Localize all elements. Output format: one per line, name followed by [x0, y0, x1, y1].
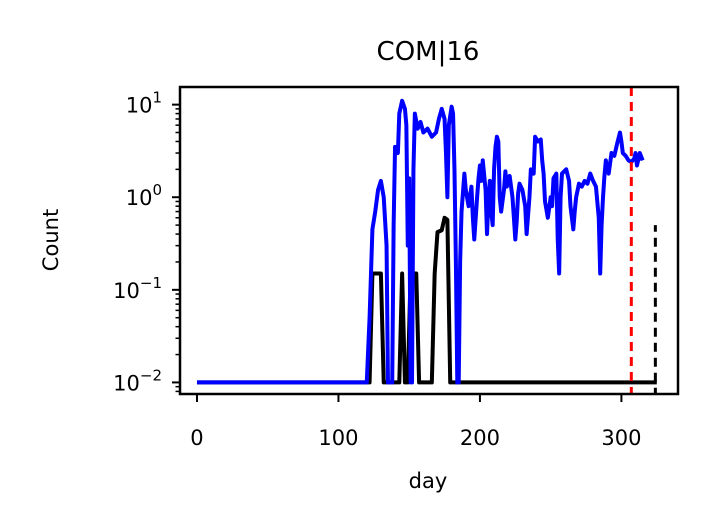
plot-frame: [178, 85, 680, 396]
x-axis-label: day: [409, 469, 448, 493]
y-tick-label: 101: [126, 89, 162, 118]
x-tick-label: 300: [601, 426, 641, 450]
y-tick-label: 100: [126, 181, 162, 210]
y-axis-label: Count: [39, 209, 63, 271]
x-tick-label: 0: [190, 426, 203, 450]
y-tick-label: 10−2: [113, 366, 162, 395]
axes: 0 100 200 300 10−2 10−1 100 101: [113, 89, 641, 450]
series-line-2: [196, 98, 645, 385]
x-tick-label: 100: [318, 426, 358, 450]
plot-area: [196, 87, 657, 394]
chart-title: COM|16: [377, 37, 480, 67]
y-tick-label: 10−1: [113, 274, 162, 303]
x-tick-label: 200: [460, 426, 500, 450]
